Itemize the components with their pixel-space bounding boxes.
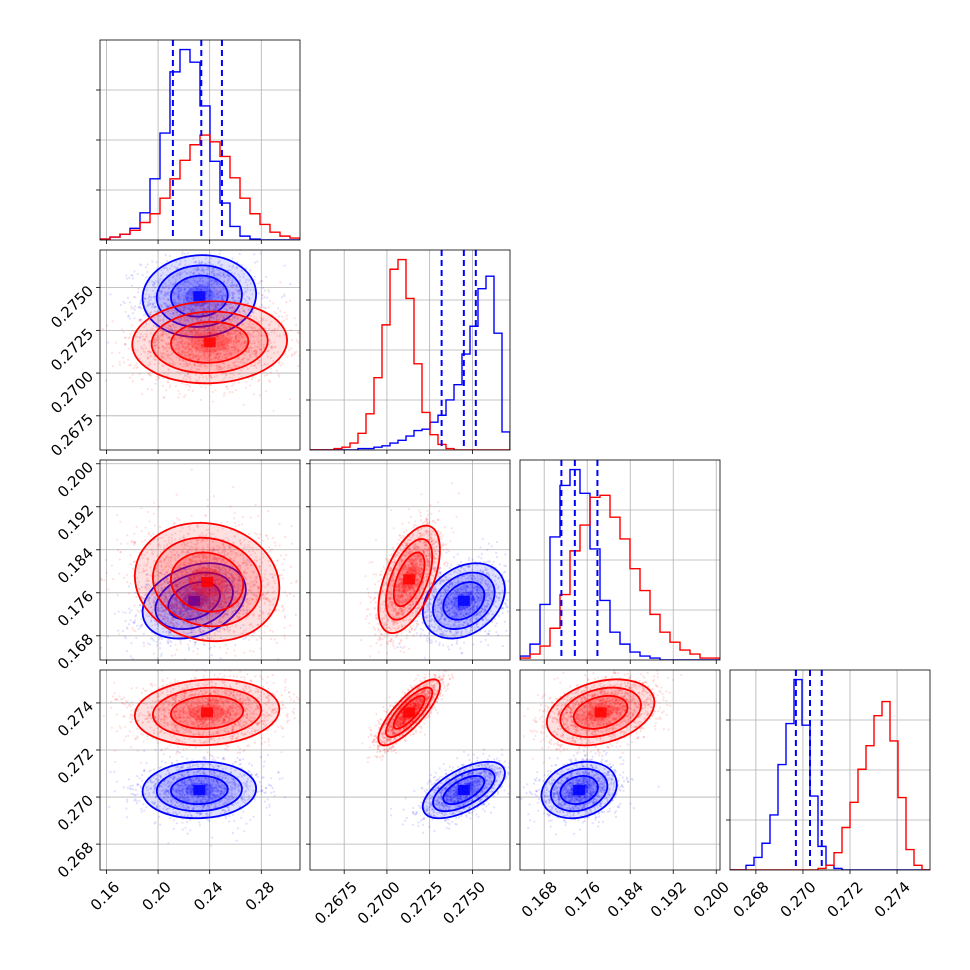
x-tick-label: 0.268 — [730, 878, 773, 921]
blue-density-peak — [457, 785, 470, 795]
scatter-panel-1-2 — [306, 459, 511, 664]
panel-frame — [99, 459, 301, 661]
x-tick-label: 0.192 — [647, 878, 690, 921]
panel-frame — [99, 39, 301, 241]
x-tick-label: 0.274 — [871, 878, 914, 921]
panel-frame — [519, 459, 721, 661]
panel-frame — [99, 669, 301, 871]
x-tick-label: 0.24 — [190, 878, 226, 914]
y-tick-label: 0.274 — [54, 697, 97, 740]
blue-scatter-points — [108, 746, 286, 847]
x-tick-label: 0.2675 — [311, 878, 361, 928]
red-density-peak — [403, 707, 416, 718]
panel-frame — [309, 459, 511, 661]
y-tick-label: 0.2700 — [47, 367, 97, 417]
x-tick-label: 0.20 — [138, 878, 174, 914]
x-tick-label: 0.168 — [518, 878, 561, 921]
panel-frame — [99, 249, 301, 451]
panel-frame — [729, 669, 931, 871]
x-tick-label: 0.270 — [777, 878, 820, 921]
red-density-peak — [594, 707, 607, 718]
y-tick-label: 0.2750 — [47, 282, 97, 332]
red-density-peak — [201, 707, 214, 718]
x-tick-label: 0.2750 — [439, 878, 489, 928]
y-tick-label: 0.268 — [54, 838, 97, 881]
blue-histogram — [310, 275, 510, 450]
red-histogram — [730, 700, 930, 870]
histogram-panel-0 — [96, 39, 301, 244]
y-tick-label: 0.184 — [54, 544, 97, 587]
panel-frame — [519, 669, 721, 871]
y-tick-label: 0.168 — [54, 630, 97, 673]
x-tick-label: 0.2700 — [354, 878, 404, 928]
blue-density-peak — [457, 595, 470, 606]
blue-density-peak — [188, 595, 201, 606]
x-tick-label: 0.2725 — [397, 878, 447, 928]
y-tick-label: 0.270 — [54, 791, 97, 834]
panel-frame — [309, 249, 511, 451]
y-tick-label: 0.272 — [54, 744, 97, 787]
blue-density-peak — [193, 291, 206, 302]
blue-density-peak — [573, 785, 586, 795]
blue-histogram — [520, 468, 720, 660]
x-tick-label: 0.176 — [561, 878, 604, 921]
y-tick-label: 0.200 — [54, 458, 97, 501]
y-tick-label: 0.2725 — [47, 325, 97, 375]
y-tick-label: 0.192 — [54, 501, 97, 544]
panel-frame — [309, 669, 511, 871]
x-tick-label: 0.272 — [824, 878, 867, 921]
histogram-panel-3: 0.268 0.270 0.272 0.274 — [726, 669, 931, 921]
x-tick-label: 0.16 — [87, 878, 123, 914]
scatter-panel-2-3: 0.168 0.176 0.184 0.192 0.200 — [516, 669, 733, 921]
x-tick-label: 0.184 — [604, 878, 647, 921]
red-density-peak — [403, 574, 416, 585]
blue-histogram — [730, 678, 930, 870]
blue-scatter-points — [395, 537, 510, 659]
red-density-peak — [201, 577, 214, 588]
red-density-peak — [203, 337, 216, 348]
blue-density-peak — [193, 785, 206, 795]
red-histogram — [520, 494, 720, 660]
red-histogram — [310, 258, 510, 450]
histogram-panel-1 — [306, 249, 511, 454]
x-tick-label: 0.200 — [690, 878, 733, 921]
y-tick-label: 0.176 — [54, 587, 97, 630]
y-tick-label: 0.2675 — [47, 410, 97, 460]
x-tick-label: 0.28 — [242, 878, 278, 914]
histogram-panel-2 — [516, 459, 721, 664]
red-histogram — [100, 134, 300, 240]
